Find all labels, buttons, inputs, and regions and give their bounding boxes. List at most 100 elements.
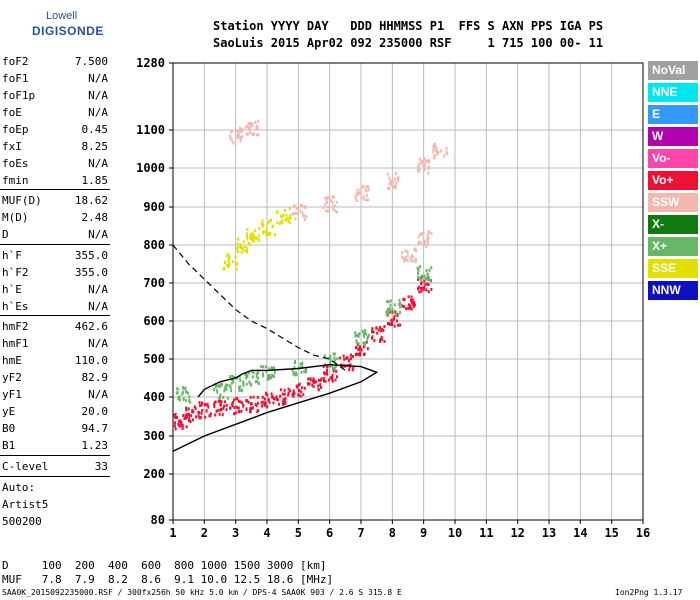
- param-value: 18.62: [74, 194, 108, 207]
- data-point: [423, 241, 426, 245]
- data-point: [418, 290, 421, 294]
- data-point: [329, 365, 332, 369]
- data-point: [292, 372, 295, 376]
- data-point: [284, 218, 287, 222]
- data-point: [332, 205, 335, 209]
- data-point: [282, 398, 285, 402]
- data-point: [178, 419, 181, 423]
- data-point: [382, 329, 385, 333]
- data-point: [294, 359, 297, 363]
- data-point: [324, 202, 327, 206]
- data-point: [257, 371, 260, 375]
- data-point: [238, 389, 241, 393]
- data-point: [433, 143, 436, 147]
- data-point: [268, 219, 271, 223]
- param-name: C-level: [2, 460, 49, 473]
- data-point: [188, 416, 191, 420]
- data-point: [272, 401, 275, 405]
- data-point: [414, 260, 417, 264]
- data-point: [348, 368, 351, 372]
- param-name: foEp: [2, 123, 29, 136]
- data-point: [357, 335, 360, 339]
- param-row: yF1 N/A: [2, 388, 108, 402]
- data-point: [405, 307, 408, 311]
- data-point: [268, 400, 271, 404]
- data-point: [426, 282, 429, 286]
- header-line-1: Station YYYY DAY DDD HHMMSS P1 FFS S AXN…: [213, 19, 604, 33]
- data-point: [367, 188, 370, 192]
- param-name: yF1: [2, 388, 22, 401]
- data-point: [300, 370, 303, 374]
- data-point: [287, 219, 290, 223]
- data-point: [257, 119, 260, 123]
- data-point: [244, 373, 247, 377]
- data-point: [407, 295, 410, 299]
- data-point: [251, 232, 254, 236]
- data-point: [445, 151, 448, 155]
- data-point: [390, 183, 393, 187]
- data-point: [427, 290, 430, 294]
- data-point: [231, 375, 234, 379]
- data-point: [301, 362, 304, 366]
- data-point: [418, 162, 421, 166]
- data-point: [249, 237, 252, 241]
- data-point: [249, 407, 252, 411]
- data-point: [407, 306, 410, 310]
- data-point: [271, 395, 274, 399]
- data-point: [236, 397, 239, 401]
- data-point: [279, 215, 282, 219]
- data-point: [256, 237, 259, 241]
- data-point: [430, 231, 433, 235]
- data-point: [308, 382, 311, 386]
- data-point: [417, 170, 420, 174]
- data-point: [385, 312, 388, 316]
- data-point: [245, 132, 248, 136]
- data-point: [358, 332, 361, 336]
- data-point: [251, 375, 254, 379]
- muf-row: MUF 7.8 7.9 8.2 8.6 9.1 10.0 12.5 18.6 […: [2, 573, 334, 586]
- legend-item: SSE: [648, 259, 698, 278]
- data-point: [324, 209, 327, 213]
- data-point: [389, 299, 392, 303]
- data-point: [250, 383, 253, 387]
- data-point: [409, 256, 412, 260]
- data-point: [432, 156, 435, 160]
- data-point: [209, 412, 212, 416]
- data-point: [351, 368, 354, 372]
- data-point: [188, 400, 191, 404]
- y-tick-label: 400: [143, 390, 165, 404]
- data-point: [410, 301, 413, 305]
- data-point: [181, 425, 184, 429]
- data-point: [264, 401, 267, 405]
- data-point: [322, 377, 325, 381]
- data-point: [326, 364, 329, 368]
- data-point: [386, 308, 389, 312]
- data-point: [352, 366, 355, 370]
- data-point: [173, 421, 176, 425]
- data-point: [363, 197, 366, 201]
- param-row: h`F2 355.0: [2, 266, 108, 280]
- data-point: [188, 399, 191, 403]
- x-tick-label: 1: [169, 526, 176, 540]
- data-point: [252, 132, 255, 136]
- data-point: [299, 362, 302, 366]
- data-point: [228, 264, 231, 268]
- data-point: [335, 210, 338, 214]
- data-point: [240, 135, 243, 139]
- data-point: [234, 411, 237, 415]
- data-point: [412, 303, 415, 307]
- data-point: [256, 133, 259, 137]
- data-point: [264, 230, 267, 234]
- data-point: [255, 375, 258, 379]
- data-point: [229, 375, 232, 379]
- param-row: B0 94.7: [2, 422, 108, 436]
- data-point: [372, 330, 375, 334]
- data-point: [391, 180, 394, 184]
- data-point: [223, 387, 226, 391]
- data-point: [229, 406, 232, 410]
- data-point: [417, 235, 420, 239]
- data-point: [204, 403, 207, 407]
- data-point: [229, 386, 232, 390]
- data-point: [349, 363, 352, 367]
